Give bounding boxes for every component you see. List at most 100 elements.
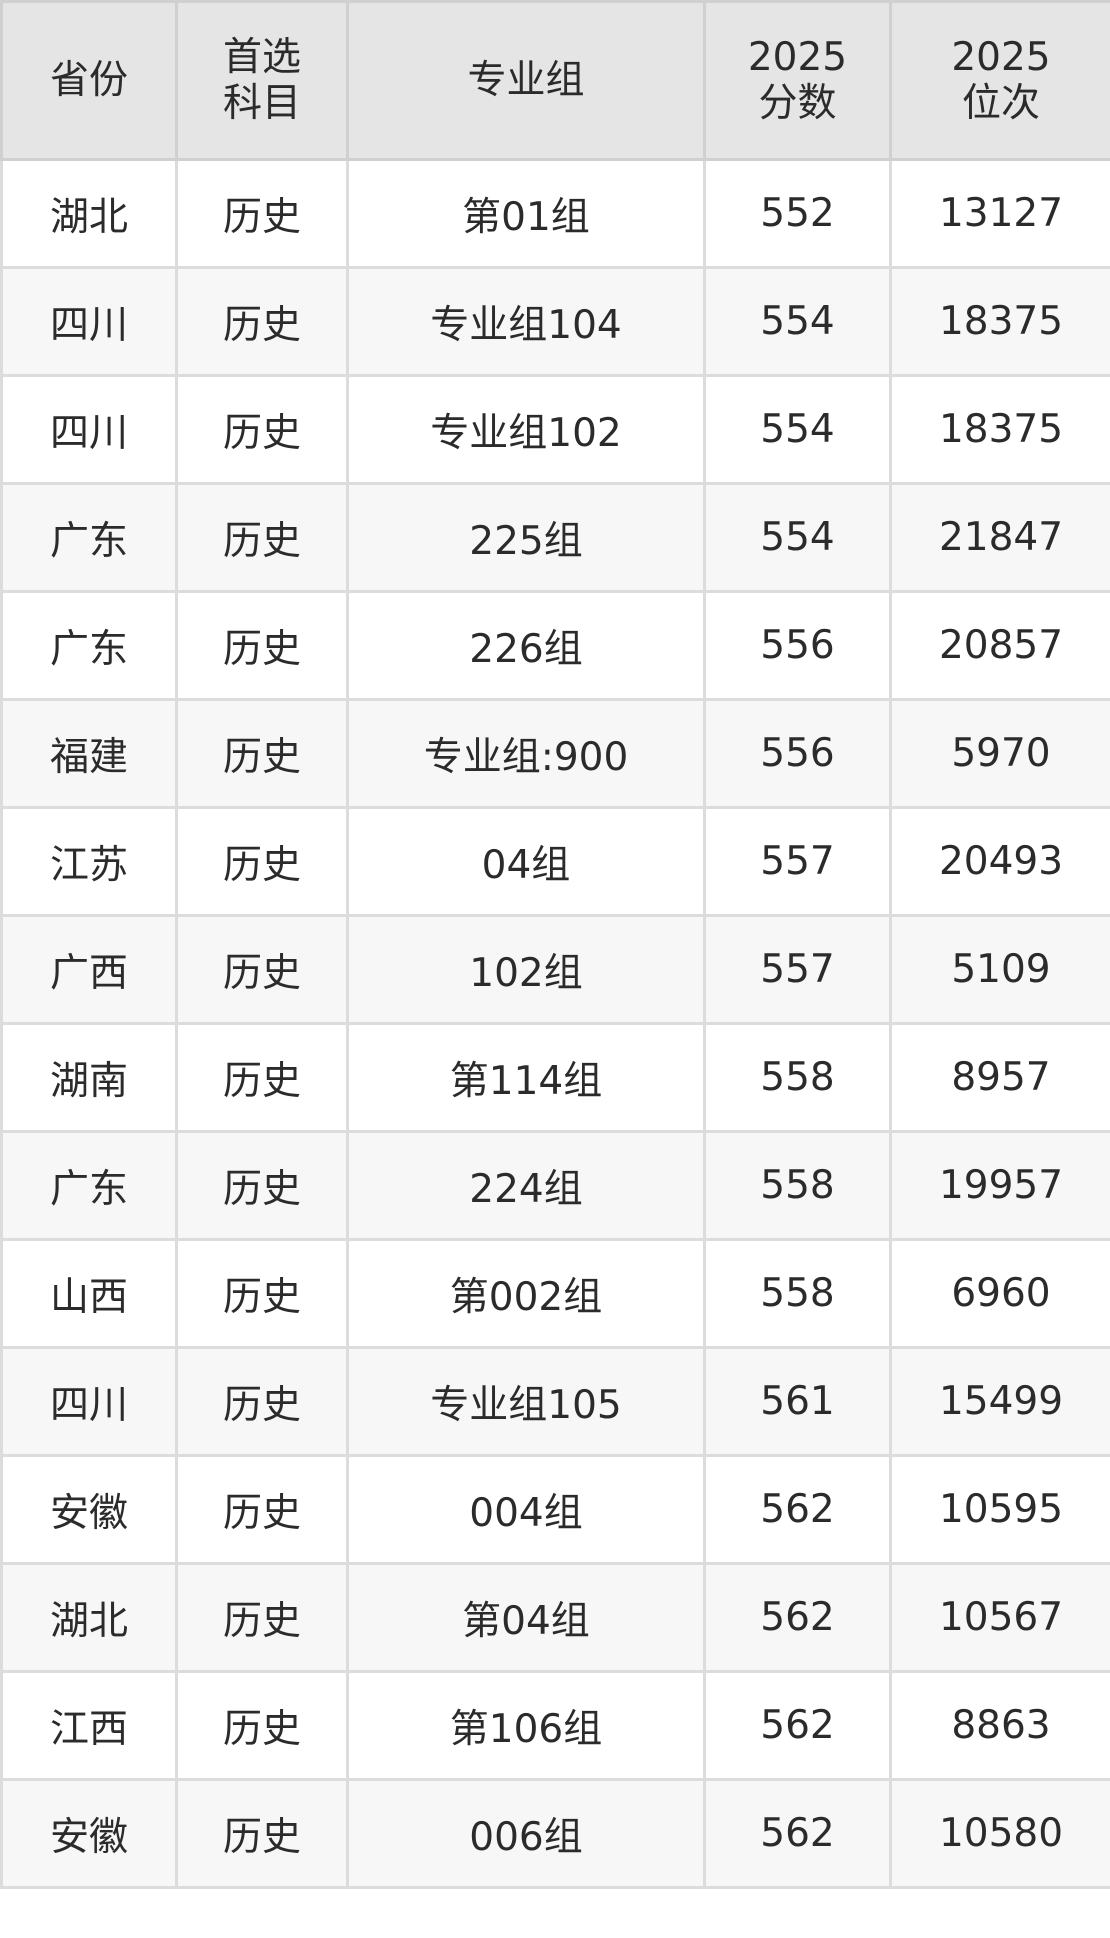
cell-score: 558 (703, 1130, 892, 1241)
cell-score: 558 (703, 1022, 892, 1133)
cell-subject: 历史 (175, 266, 349, 377)
cell-major-group: 专业组105 (346, 1346, 706, 1457)
cell-rank: 19957 (889, 1130, 1110, 1241)
cell-score: 557 (703, 914, 892, 1025)
table-row: 安徽 历史 006组 562 10580 (0, 1778, 1110, 1889)
cell-major-group: 225组 (346, 482, 706, 593)
cell-province: 安徽 (0, 1454, 178, 1565)
header-text: 专业组 (467, 57, 585, 103)
cell-subject: 历史 (175, 158, 349, 269)
cell-major-group: 第01组 (346, 158, 706, 269)
cell-province: 湖北 (0, 158, 178, 269)
cell-subject: 历史 (175, 1562, 349, 1673)
table-row: 广东 历史 224组 558 19957 (0, 1130, 1110, 1241)
header-text: 位次 (961, 80, 1040, 126)
cell-province: 江西 (0, 1670, 178, 1781)
cell-rank: 10580 (889, 1778, 1110, 1889)
table-row: 四川 历史 专业组105 561 15499 (0, 1346, 1110, 1457)
header-row: 省份 首选 科目 专业组 2025 分数 2025 位次 (0, 0, 1110, 161)
cell-major-group: 专业组102 (346, 374, 706, 485)
header-major-group: 专业组 (346, 0, 706, 161)
cell-score: 562 (703, 1562, 892, 1673)
header-text: 省份 (49, 57, 128, 103)
cell-score: 554 (703, 374, 892, 485)
cell-subject: 历史 (175, 1022, 349, 1133)
cell-subject: 历史 (175, 698, 349, 809)
cell-rank: 18375 (889, 374, 1110, 485)
cell-rank: 20857 (889, 590, 1110, 701)
cell-rank: 21847 (889, 482, 1110, 593)
cell-subject: 历史 (175, 1670, 349, 1781)
cell-subject: 历史 (175, 1238, 349, 1349)
cell-rank: 6960 (889, 1238, 1110, 1349)
cell-rank: 20493 (889, 806, 1110, 917)
cell-province: 湖北 (0, 1562, 178, 1673)
cell-rank: 10567 (889, 1562, 1110, 1673)
cell-subject: 历史 (175, 1130, 349, 1241)
cell-province: 广东 (0, 482, 178, 593)
cell-rank: 5970 (889, 698, 1110, 809)
cell-province: 四川 (0, 266, 178, 377)
table-row: 四川 历史 专业组102 554 18375 (0, 374, 1110, 485)
cell-subject: 历史 (175, 1778, 349, 1889)
header-text: 2025 (747, 34, 848, 80)
cell-subject: 历史 (175, 482, 349, 593)
cell-rank: 13127 (889, 158, 1110, 269)
cell-major-group: 第114组 (346, 1022, 706, 1133)
cell-score: 552 (703, 158, 892, 269)
table-row: 湖北 历史 第04组 562 10567 (0, 1562, 1110, 1673)
cell-score: 556 (703, 590, 892, 701)
cell-subject: 历史 (175, 914, 349, 1025)
table-row: 湖南 历史 第114组 558 8957 (0, 1022, 1110, 1133)
cell-score: 562 (703, 1778, 892, 1889)
cell-major-group: 224组 (346, 1130, 706, 1241)
score-table: 省份 首选 科目 专业组 2025 分数 2025 位次 湖北 历史 第01组 552 13127 四川… (0, 0, 1110, 1889)
cell-subject: 历史 (175, 806, 349, 917)
table-row: 江西 历史 第106组 562 8863 (0, 1670, 1110, 1781)
cell-score: 562 (703, 1454, 892, 1565)
table-row: 广东 历史 226组 556 20857 (0, 590, 1110, 701)
table-row: 江苏 历史 04组 557 20493 (0, 806, 1110, 917)
cell-score: 554 (703, 266, 892, 377)
cell-major-group: 第002组 (346, 1238, 706, 1349)
cell-province: 江苏 (0, 806, 178, 917)
cell-province: 广西 (0, 914, 178, 1025)
table-row: 广东 历史 225组 554 21847 (0, 482, 1110, 593)
cell-major-group: 006组 (346, 1778, 706, 1889)
header-score: 2025 分数 (703, 0, 892, 161)
table-row: 湖北 历史 第01组 552 13127 (0, 158, 1110, 269)
header-rank: 2025 位次 (889, 0, 1110, 161)
header-text: 分数 (758, 80, 837, 126)
cell-major-group: 226组 (346, 590, 706, 701)
table-row: 安徽 历史 004组 562 10595 (0, 1454, 1110, 1565)
cell-rank: 8863 (889, 1670, 1110, 1781)
cell-subject: 历史 (175, 590, 349, 701)
cell-major-group: 004组 (346, 1454, 706, 1565)
cell-province: 四川 (0, 1346, 178, 1457)
cell-major-group: 专业组:900 (346, 698, 706, 809)
cell-major-group: 第106组 (346, 1670, 706, 1781)
cell-rank: 10595 (889, 1454, 1110, 1565)
cell-major-group: 第04组 (346, 1562, 706, 1673)
cell-subject: 历史 (175, 1346, 349, 1457)
header-text: 科目 (222, 80, 301, 126)
cell-subject: 历史 (175, 374, 349, 485)
header-subject: 首选 科目 (175, 0, 349, 161)
cell-score: 557 (703, 806, 892, 917)
cell-province: 山西 (0, 1238, 178, 1349)
header-province: 省份 (0, 0, 178, 161)
cell-province: 湖南 (0, 1022, 178, 1133)
cell-rank: 8957 (889, 1022, 1110, 1133)
cell-province: 广东 (0, 590, 178, 701)
table-row: 广西 历史 102组 557 5109 (0, 914, 1110, 1025)
header-text: 2025 (951, 34, 1051, 80)
cell-rank: 5109 (889, 914, 1110, 1025)
cell-province: 广东 (0, 1130, 178, 1241)
cell-major-group: 04组 (346, 806, 706, 917)
cell-score: 562 (703, 1670, 892, 1781)
cell-province: 福建 (0, 698, 178, 809)
cell-subject: 历史 (175, 1454, 349, 1565)
header-text: 首选 (222, 34, 301, 80)
cell-score: 554 (703, 482, 892, 593)
cell-rank: 15499 (889, 1346, 1110, 1457)
